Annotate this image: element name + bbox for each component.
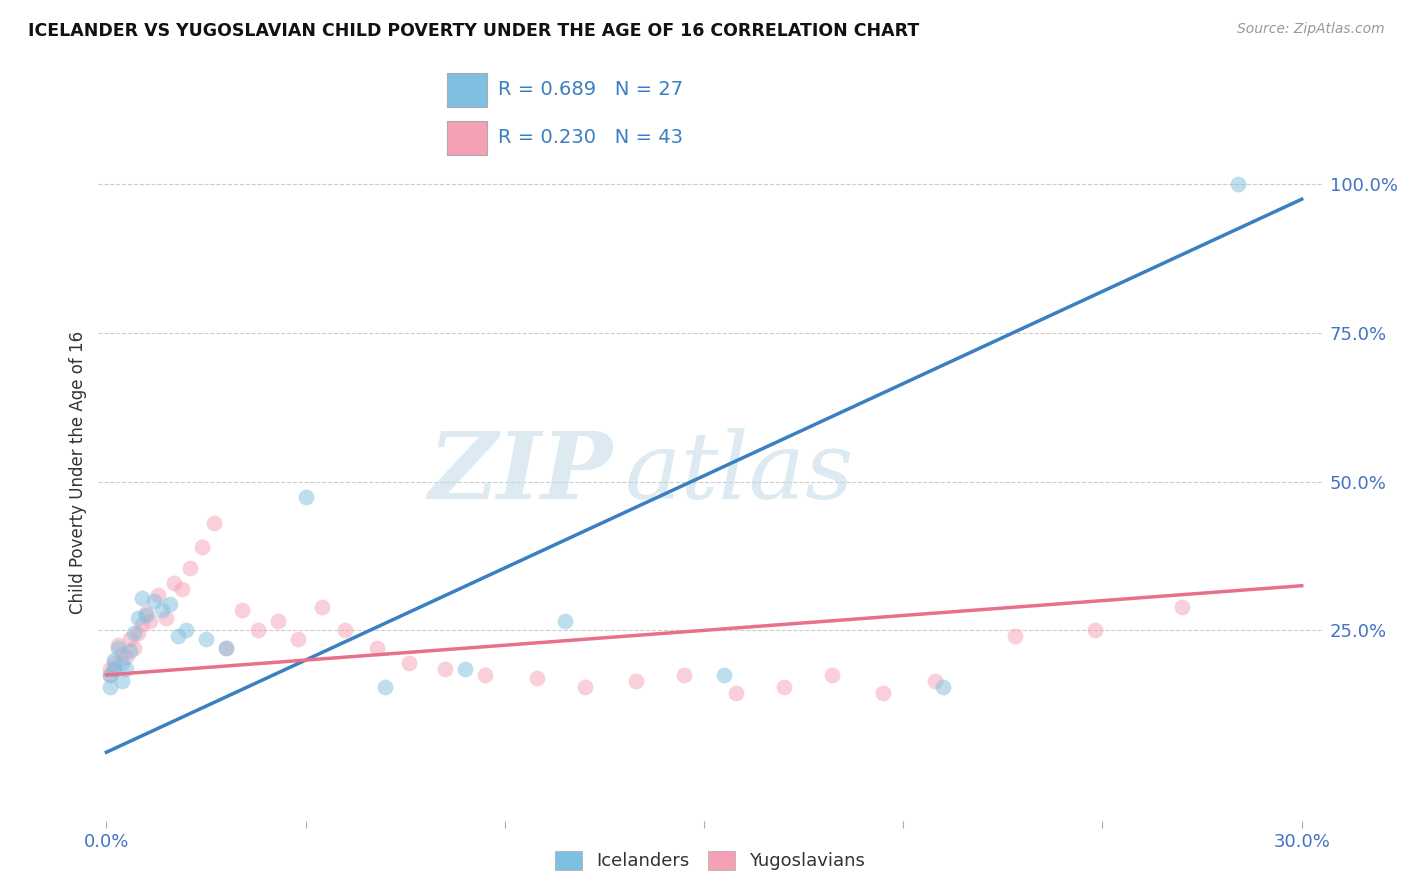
FancyBboxPatch shape <box>447 121 486 155</box>
Point <box>554 615 576 629</box>
Point <box>294 490 316 504</box>
Point <box>103 662 125 676</box>
Point <box>111 673 134 688</box>
Point <box>103 653 125 667</box>
Text: ZIP: ZIP <box>427 428 612 517</box>
Point <box>713 668 735 682</box>
Point <box>111 647 134 661</box>
Point <box>374 680 396 694</box>
Point <box>107 638 129 652</box>
Point <box>526 671 548 685</box>
Point <box>167 629 190 643</box>
Point <box>148 588 170 602</box>
Text: R = 0.230   N = 43: R = 0.230 N = 43 <box>498 128 683 147</box>
Point <box>311 599 333 614</box>
Point <box>366 641 388 656</box>
Point <box>100 668 122 682</box>
Point <box>195 632 218 647</box>
Point <box>150 602 173 616</box>
Point <box>1004 629 1026 643</box>
Point <box>124 626 146 640</box>
Point <box>398 656 420 670</box>
Point <box>131 617 153 632</box>
Point <box>267 615 290 629</box>
Point <box>107 641 129 656</box>
Point <box>120 644 142 658</box>
Point <box>1226 178 1249 192</box>
Point <box>202 516 225 531</box>
Point <box>179 561 201 575</box>
Legend: Icelanders, Yugoslavians: Icelanders, Yugoslavians <box>548 843 872 878</box>
Point <box>574 680 596 694</box>
Point <box>231 602 253 616</box>
Point <box>143 593 166 607</box>
Point <box>127 611 149 625</box>
Text: atlas: atlas <box>624 428 853 517</box>
Point <box>454 662 477 676</box>
Point <box>474 668 496 682</box>
Point <box>724 686 747 700</box>
Point <box>135 608 157 623</box>
Point <box>100 680 122 694</box>
Text: ICELANDER VS YUGOSLAVIAN CHILD POVERTY UNDER THE AGE OF 16 CORRELATION CHART: ICELANDER VS YUGOSLAVIAN CHILD POVERTY U… <box>28 22 920 40</box>
Point <box>115 662 138 676</box>
Point <box>103 662 125 676</box>
Text: R = 0.689   N = 27: R = 0.689 N = 27 <box>498 80 683 99</box>
Point <box>772 680 794 694</box>
Point <box>139 615 162 629</box>
Point <box>820 668 842 682</box>
Point <box>191 540 214 554</box>
Point <box>434 662 457 676</box>
Point <box>159 597 181 611</box>
Point <box>174 624 197 638</box>
Point <box>100 668 122 682</box>
Y-axis label: Child Poverty Under the Age of 16: Child Poverty Under the Age of 16 <box>69 331 87 615</box>
Point <box>120 632 142 647</box>
Point <box>124 641 146 656</box>
FancyBboxPatch shape <box>447 73 486 106</box>
Point <box>335 624 357 638</box>
Point <box>131 591 153 605</box>
Point <box>924 673 946 688</box>
Point <box>932 680 955 694</box>
Point <box>246 624 269 638</box>
Point <box>215 641 238 656</box>
Point <box>163 575 186 590</box>
Point <box>115 650 138 665</box>
Point <box>155 611 177 625</box>
Point <box>1083 624 1105 638</box>
Point <box>100 662 122 676</box>
Point <box>626 673 648 688</box>
Point <box>215 641 238 656</box>
Point <box>673 668 696 682</box>
Point <box>127 626 149 640</box>
Point <box>172 582 194 596</box>
Text: Source: ZipAtlas.com: Source: ZipAtlas.com <box>1237 22 1385 37</box>
Point <box>872 686 894 700</box>
Point <box>135 606 157 620</box>
Point <box>103 656 125 670</box>
Point <box>287 632 309 647</box>
Point <box>111 656 134 670</box>
Point <box>1171 599 1194 614</box>
